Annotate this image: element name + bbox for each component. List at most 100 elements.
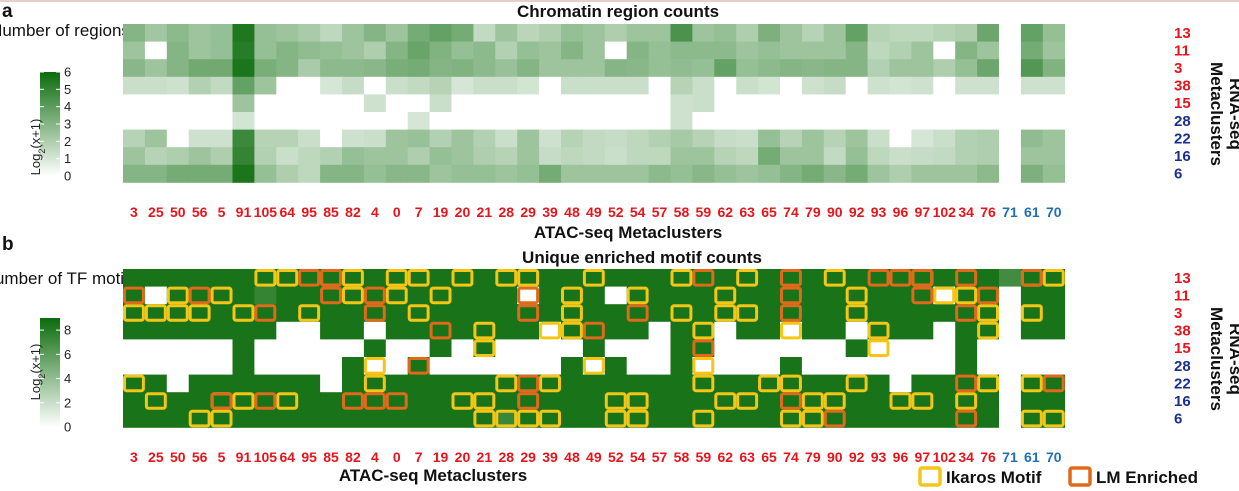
panel-b-cell-r5-c16 bbox=[473, 357, 496, 375]
ikaros-motif-box-r2-c27 bbox=[714, 304, 737, 322]
panel-a-x-tick-65: 65 bbox=[761, 204, 777, 220]
panel-b-x-tick-62: 62 bbox=[717, 449, 733, 465]
ikaros-motif-box-r1-c10 bbox=[342, 286, 364, 305]
panel-b-cell-r2-c33 bbox=[845, 304, 868, 323]
panel-a-cell-r5-c7 bbox=[276, 112, 299, 130]
panel-a-cell-r1-c28 bbox=[736, 41, 759, 60]
panel-b-cell-r4-c20 bbox=[561, 339, 584, 358]
panel-a-cell-r2-c8 bbox=[298, 59, 321, 78]
ikaros-motif-box-r3-c34 bbox=[867, 321, 890, 340]
panel-b-cell-r8-c18 bbox=[517, 409, 540, 428]
panel-a-cell-r6-c37 bbox=[933, 129, 956, 148]
panel-a-cell-r0-c23 bbox=[626, 24, 649, 42]
panel-a-cell-r8-c28 bbox=[736, 164, 759, 183]
panel-b-cell-r4-c33 bbox=[845, 339, 868, 358]
panel-a-cell-r0-c25 bbox=[670, 24, 693, 42]
panel-a-x-tick-96: 96 bbox=[893, 204, 909, 220]
panel-a-cell-r1-c27 bbox=[714, 41, 737, 60]
panel-a-cell-r0-c28 bbox=[736, 24, 759, 42]
panel-b-cell-r2-c14 bbox=[429, 304, 452, 323]
panel-b-cell-r1-c16 bbox=[473, 286, 496, 305]
panel-b-x-tick-92: 92 bbox=[849, 449, 865, 465]
panel-b-cell-r4-c21 bbox=[582, 339, 606, 358]
panel-b-cell-r8-c19 bbox=[539, 409, 562, 428]
ikaros-motif-box-r0-c10 bbox=[342, 269, 364, 287]
panel-b-cell-r5-c31 bbox=[801, 357, 825, 375]
panel-a-cell-r3-c0 bbox=[123, 76, 146, 95]
panel-a-cell-r5-c31 bbox=[801, 112, 825, 130]
panel-b-x-tick-19: 19 bbox=[433, 449, 449, 465]
panel-b-cell-r4-c16 bbox=[473, 339, 496, 358]
panel-b-cell-r0-c18 bbox=[517, 269, 540, 287]
panel-a-cell-r1-c40 bbox=[999, 41, 1022, 60]
panel-a-cell-r3-c18 bbox=[517, 76, 540, 95]
panel-a-x-tick-52: 52 bbox=[608, 204, 624, 220]
panel-b-cell-r2-c29 bbox=[758, 304, 781, 323]
panel-b-cell-r4-c1 bbox=[144, 339, 168, 358]
panel-a-colorbar-tick-2: 2 bbox=[64, 134, 71, 149]
panel-a-cell-r5-c10 bbox=[342, 112, 365, 130]
panel-a-cell-r1-c29 bbox=[758, 41, 781, 60]
panel-b-cell-r4-c17 bbox=[495, 339, 518, 358]
panel-b-cell-r4-c40 bbox=[999, 339, 1022, 358]
panel-b-cell-r5-c10 bbox=[342, 357, 365, 375]
ikaros-motif-box-r0-c25 bbox=[670, 269, 693, 287]
panel-a-cell-r4-c38 bbox=[955, 94, 978, 113]
panel-a-cell-r2-c28 bbox=[736, 59, 759, 78]
panel-a-cell-r3-c9 bbox=[320, 76, 343, 95]
ikaros-motif-box-r6-c41 bbox=[1020, 374, 1043, 393]
panel-b-cell-r6-c12 bbox=[385, 374, 409, 393]
panel-a-cell-r6-c1 bbox=[144, 129, 168, 148]
ikaros-motif-box-r7-c1 bbox=[144, 392, 167, 410]
panel-b-cell-r3-c13 bbox=[407, 321, 430, 340]
panel-a-cell-r5-c33 bbox=[845, 112, 868, 130]
ikaros-motif-box-r1-c14 bbox=[429, 286, 452, 305]
panel-b-cell-r1-c22 bbox=[604, 286, 628, 305]
panel-b-cell-r2-c2 bbox=[166, 304, 190, 323]
ikaros-motif-box-r6-c39 bbox=[977, 374, 999, 393]
lm-enriched-box-r6-c38 bbox=[955, 374, 978, 393]
panel-a-cell-r3-c15 bbox=[451, 76, 474, 95]
panel-b-x-tick-102: 102 bbox=[933, 449, 957, 465]
panel-a-cell-r6-c7 bbox=[276, 129, 299, 148]
panel-b-letter: b bbox=[2, 234, 14, 255]
panel-a-title: Chromatin region counts bbox=[517, 2, 719, 21]
panel-b-x-tick-3: 3 bbox=[130, 449, 138, 465]
panel-b-cell-r4-c11 bbox=[363, 339, 387, 358]
ikaros-motif-box-r6-c33 bbox=[845, 374, 868, 393]
panel-b-cell-r1-c34 bbox=[867, 286, 890, 305]
panel-b-cell-r3-c6 bbox=[254, 321, 277, 340]
panel-b-cell-r6-c37 bbox=[933, 374, 956, 393]
ikaros-motif-box-r2-c25 bbox=[670, 304, 693, 322]
panel-b-cell-r4-c6 bbox=[254, 339, 277, 358]
ikaros-motif-box-r6-c19 bbox=[539, 374, 561, 393]
panel-b-cell-r8-c41 bbox=[1020, 409, 1044, 428]
panel-a-colorbar-title: Number of regions bbox=[0, 21, 130, 40]
panel-a-cell-r5-c29 bbox=[758, 112, 781, 130]
panel-a-cell-r1-c16 bbox=[473, 41, 496, 60]
panel-b-cell-r8-c33 bbox=[845, 409, 868, 428]
panel-a-x-tick-79: 79 bbox=[805, 204, 821, 220]
panel-a-x-tick-85: 85 bbox=[323, 204, 339, 220]
panel-a-cell-r3-c26 bbox=[692, 76, 715, 95]
panel-a-cell-r1-c2 bbox=[166, 41, 190, 60]
panel-a-cell-r7-c21 bbox=[582, 147, 606, 166]
legend-swatch-lm-enriched bbox=[1068, 466, 1092, 487]
panel-a-cell-r6-c2 bbox=[166, 129, 190, 148]
panel-a-cell-r0-c4 bbox=[210, 24, 233, 42]
panel-a-x-tick-50: 50 bbox=[170, 204, 186, 220]
panel-a-cell-r3-c31 bbox=[801, 76, 825, 95]
panel-b-cell-r1-c14 bbox=[429, 286, 452, 305]
panel-a-cell-r4-c14 bbox=[429, 94, 452, 113]
panel-a-cell-r4-c40 bbox=[999, 94, 1022, 113]
panel-b-cell-r4-c12 bbox=[385, 339, 409, 358]
panel-b-cell-r2-c35 bbox=[889, 304, 912, 323]
ikaros-motif-box-r0-c6 bbox=[254, 269, 277, 287]
panel-a-y-tick-28: 28 bbox=[1174, 113, 1191, 130]
panel-a-cell-r7-c24 bbox=[648, 147, 671, 166]
panel-b-x-tick-70: 70 bbox=[1046, 449, 1062, 465]
panel-b-cell-r8-c5 bbox=[232, 409, 255, 428]
panel-b-cell-r2-c25 bbox=[670, 304, 693, 323]
ikaros-motif-box-r8-c31 bbox=[801, 409, 824, 428]
panel-a-cell-r2-c14 bbox=[429, 59, 452, 78]
